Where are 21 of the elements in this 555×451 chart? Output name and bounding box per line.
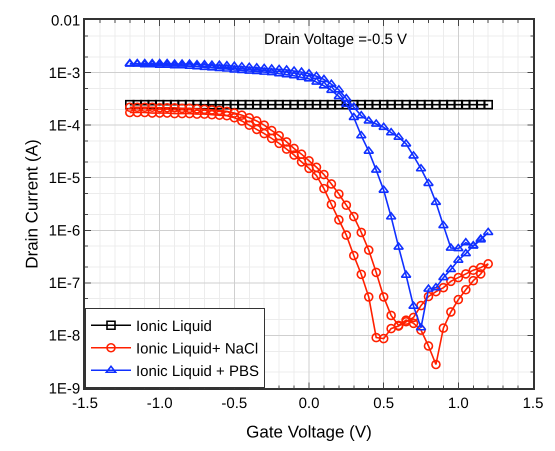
x-tick-label: -0.5 xyxy=(221,394,248,412)
x-axis-title: Gate Voltage (V) xyxy=(246,422,372,442)
y-tick-label: 1E-6 xyxy=(48,222,80,240)
y-tick-label: 1E-7 xyxy=(48,275,80,292)
x-tick-label: 1.5 xyxy=(522,394,544,412)
x-tick-label: 1.0 xyxy=(448,394,469,412)
y-tick-label: 1E-9 xyxy=(48,380,80,398)
legend-label: Ionic Liquid + PBS xyxy=(136,363,259,380)
y-tick-label: 1E-3 xyxy=(48,64,80,82)
y-tick-label: 1E-5 xyxy=(48,170,80,187)
x-tick-label: -1.0 xyxy=(146,394,173,412)
x-tick-label: 0.5 xyxy=(373,394,394,412)
legend-label: Ionic Liquid xyxy=(136,318,212,336)
x-tick-label: 0.0 xyxy=(298,394,320,412)
y-tick-label: 0.01 xyxy=(51,12,80,30)
legend-label: Ionic Liquid+ NaCl xyxy=(136,340,258,358)
y-tick-label: 1E-8 xyxy=(48,328,80,345)
y-axis-title: Drain Current (A) xyxy=(22,139,42,269)
x-tick-label: -1.5 xyxy=(72,394,98,412)
y-tick-label: 1E-4 xyxy=(48,117,80,134)
annotation: Drain Voltage =-0.5 V xyxy=(264,31,408,48)
